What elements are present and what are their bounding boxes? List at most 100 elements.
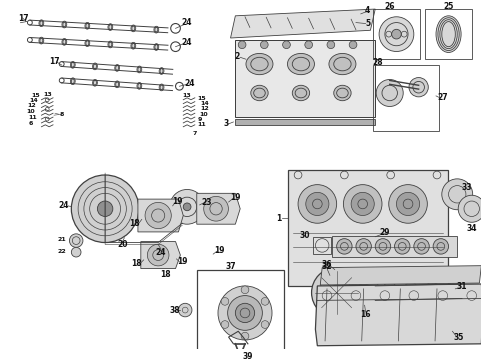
Bar (197, 270, 284, 356)
Circle shape (72, 247, 81, 257)
Ellipse shape (446, 282, 461, 303)
Text: 11: 11 (197, 122, 206, 127)
Text: 26: 26 (385, 2, 395, 11)
Circle shape (409, 77, 428, 97)
Text: 19: 19 (172, 197, 183, 206)
Text: 32: 32 (322, 262, 332, 271)
Text: 10: 10 (199, 112, 208, 117)
Ellipse shape (251, 85, 268, 101)
Polygon shape (138, 199, 183, 232)
Text: 14: 14 (200, 101, 209, 106)
Text: 12: 12 (200, 106, 209, 111)
Bar (332, 236, 457, 257)
Circle shape (221, 297, 229, 305)
Ellipse shape (382, 282, 397, 303)
Text: 34: 34 (466, 224, 477, 233)
Text: 19: 19 (214, 246, 224, 255)
Circle shape (433, 239, 448, 254)
Ellipse shape (108, 24, 113, 31)
Text: 22: 22 (57, 249, 66, 254)
Text: 33: 33 (462, 183, 472, 192)
Ellipse shape (108, 41, 113, 48)
Circle shape (346, 277, 381, 312)
Ellipse shape (154, 26, 159, 33)
Circle shape (351, 192, 374, 216)
Text: 4: 4 (365, 6, 370, 15)
Text: 18: 18 (131, 259, 141, 268)
Circle shape (261, 321, 269, 328)
Bar (289, 170, 447, 286)
Circle shape (228, 296, 262, 330)
Text: 25: 25 (443, 2, 454, 11)
Text: 37: 37 (225, 262, 236, 271)
Ellipse shape (137, 66, 142, 73)
Ellipse shape (288, 53, 315, 75)
Ellipse shape (85, 22, 90, 29)
Text: 17: 17 (18, 14, 28, 23)
Text: 3: 3 (223, 120, 228, 129)
Circle shape (337, 239, 352, 254)
Text: 11: 11 (28, 114, 37, 120)
Circle shape (376, 80, 403, 107)
Circle shape (218, 286, 272, 340)
Text: 14: 14 (29, 98, 38, 103)
Circle shape (375, 239, 391, 254)
Text: 13: 13 (183, 93, 192, 98)
Text: 15: 15 (197, 96, 206, 101)
Bar (314, 237, 331, 254)
Ellipse shape (403, 282, 418, 303)
Circle shape (389, 185, 427, 223)
Circle shape (238, 41, 246, 49)
Text: 15: 15 (31, 93, 40, 98)
Text: 35: 35 (453, 333, 464, 342)
Text: 20: 20 (117, 240, 128, 249)
Text: 28: 28 (373, 58, 384, 67)
Circle shape (261, 297, 269, 305)
Text: 18: 18 (161, 270, 171, 279)
Text: 24: 24 (181, 38, 192, 47)
Text: 8: 8 (59, 112, 64, 117)
Text: 21: 21 (57, 237, 66, 242)
Ellipse shape (436, 16, 461, 53)
Circle shape (183, 203, 191, 211)
Circle shape (458, 195, 485, 222)
Ellipse shape (329, 53, 356, 75)
Bar (425, 9, 472, 59)
Polygon shape (230, 9, 375, 38)
Circle shape (283, 41, 291, 49)
Circle shape (306, 192, 329, 216)
Circle shape (178, 303, 192, 317)
Text: 24: 24 (182, 18, 193, 27)
Polygon shape (197, 193, 240, 224)
Circle shape (379, 17, 414, 51)
Ellipse shape (115, 64, 120, 71)
Text: 5: 5 (366, 19, 371, 28)
Circle shape (329, 285, 344, 300)
Ellipse shape (154, 44, 159, 50)
Text: 13: 13 (43, 93, 51, 98)
Text: 17: 17 (49, 57, 60, 66)
Text: 19: 19 (230, 193, 241, 202)
Text: 31: 31 (457, 282, 467, 291)
Text: 9: 9 (197, 117, 202, 122)
Circle shape (235, 303, 255, 323)
Text: 29: 29 (380, 228, 390, 237)
Circle shape (394, 239, 410, 254)
Circle shape (343, 185, 382, 223)
Ellipse shape (292, 85, 310, 101)
Ellipse shape (62, 39, 67, 45)
Circle shape (396, 192, 419, 216)
Circle shape (170, 189, 204, 224)
Circle shape (414, 239, 429, 254)
Ellipse shape (85, 40, 90, 46)
Circle shape (241, 332, 249, 340)
Circle shape (145, 202, 172, 229)
Bar (373, 9, 419, 59)
Ellipse shape (115, 81, 120, 88)
Ellipse shape (159, 68, 164, 75)
Ellipse shape (424, 282, 440, 303)
Bar (235, 40, 375, 117)
Text: 10: 10 (26, 109, 35, 114)
Ellipse shape (137, 82, 142, 89)
Ellipse shape (159, 84, 164, 91)
